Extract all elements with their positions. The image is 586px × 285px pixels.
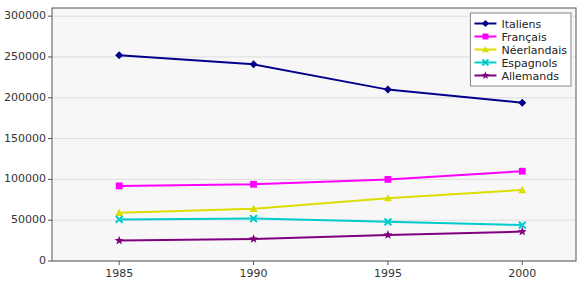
legend-marker (482, 20, 489, 27)
data-point (384, 194, 392, 201)
legend-marker (482, 46, 489, 52)
legend: ItaliensFrançaisNéerlandaisEspagnolsAlle… (470, 13, 571, 86)
y-tick (48, 261, 52, 262)
y-tick (48, 220, 52, 221)
data-point (250, 181, 257, 188)
data-point (518, 186, 526, 193)
data-point (249, 234, 258, 243)
y-tick (48, 97, 52, 98)
series-line (119, 219, 522, 226)
x-tick (522, 261, 523, 265)
grid-line (52, 179, 576, 180)
data-point (250, 215, 257, 222)
data-point (518, 227, 527, 236)
data-point (518, 99, 526, 107)
chart: 0 50000 100000 150000 200000 250000 300000 1985… (0, 0, 586, 285)
legend-label: Espagnols (501, 57, 557, 70)
plot-area (52, 8, 576, 261)
data-point (384, 176, 391, 183)
y-tick-label: 50000 (11, 213, 46, 226)
x-tick (253, 261, 254, 265)
y-tick-label: 250000 (4, 50, 46, 63)
y-tick-label: 100000 (4, 172, 46, 185)
y-tick (48, 179, 52, 180)
x-tick-label: 2000 (508, 267, 536, 280)
y-tick-label: 0 (39, 254, 46, 267)
legend-marker (481, 71, 489, 79)
data-point (250, 60, 258, 68)
data-point (116, 216, 123, 223)
data-point (384, 86, 392, 94)
y-tick (48, 138, 52, 139)
series-line (119, 190, 522, 213)
legend-marker (482, 60, 488, 66)
data-point (115, 51, 123, 59)
series-group (115, 51, 527, 244)
chart-container: 0 50000 100000 150000 200000 250000 300000 1985… (0, 0, 586, 285)
x-tick-label: 1985 (105, 267, 133, 280)
data-point (384, 218, 391, 225)
x-tick (119, 261, 120, 265)
y-tick (48, 56, 52, 57)
data-point (115, 209, 123, 216)
legend-box (470, 13, 571, 86)
x-tick-label: 1995 (374, 267, 402, 280)
legend-label: Français (501, 31, 547, 44)
grid-line (52, 138, 576, 139)
legend-label: Allemands (501, 70, 559, 83)
grid-line (52, 97, 576, 98)
legend-marker (482, 34, 488, 40)
data-point (383, 230, 392, 239)
data-point (519, 168, 526, 175)
legend-label: Néerlandais (501, 44, 567, 57)
y-tick-label: 200000 (4, 91, 46, 104)
x-tick (387, 261, 388, 265)
series-line (119, 171, 522, 186)
data-point (116, 183, 123, 190)
y-tick (48, 16, 52, 17)
series-line (119, 55, 522, 102)
data-point (115, 236, 124, 245)
y-tick-label: 150000 (4, 132, 46, 145)
plot-frame (52, 8, 576, 261)
legend-label: Italiens (501, 18, 541, 31)
series-line (119, 232, 522, 241)
data-point (250, 205, 258, 212)
y-tick-label: 300000 (4, 9, 46, 22)
x-tick-label: 1990 (240, 267, 268, 280)
